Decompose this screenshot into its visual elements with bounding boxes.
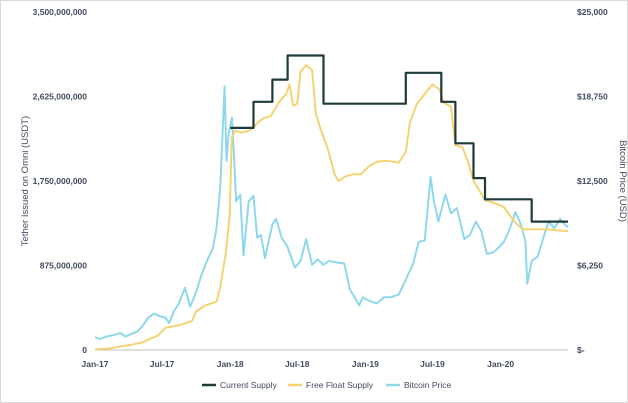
left-axis-title: Tether Issued on Omni (USDT) (20, 116, 31, 246)
x-tick-label: Jul-17 (150, 359, 175, 369)
right-axis-ticks: $- $6,250 $12,500 $18,750 $25,000 (577, 7, 608, 355)
left-axis-ticks: 0 875,000,000 1,750,000,000 2,625,000,000 3,… (33, 7, 88, 355)
legend-label-current-supply: Current Supply (220, 380, 277, 390)
right-tick-label: $6,250 (577, 261, 603, 271)
legend-label-free-float-supply: Free Float Supply (306, 380, 374, 390)
legend: Current Supply Free Float Supply Bitcoin P… (202, 380, 452, 390)
legend-label-bitcoin-price: Bitcoin Price (404, 380, 452, 390)
right-tick-label: $- (577, 345, 585, 355)
x-tick-label: Jan-17 (82, 359, 109, 369)
right-tick-label: $25,000 (577, 7, 608, 17)
x-tick-label: Jan-19 (352, 359, 379, 369)
right-tick-label: $18,750 (577, 92, 608, 102)
x-tick-label: Jul-19 (420, 359, 445, 369)
right-axis-title: Bitcoin Price (USD) (617, 140, 628, 222)
bitcoin-price-line (94, 85, 569, 340)
series-layer (94, 54, 569, 351)
left-tick-label: 2,625,000,000 (33, 92, 88, 102)
free-float-supply-line (94, 64, 569, 351)
left-tick-label: 0 (82, 345, 87, 355)
x-tick-label: Jan-20 (487, 359, 514, 369)
left-tick-label: 3,500,000,000 (33, 7, 88, 17)
x-tick-label: Jul-18 (285, 359, 310, 369)
left-tick-label: 1,750,000,000 (33, 176, 88, 186)
right-tick-label: $12,500 (577, 176, 608, 186)
current-supply-line (230, 54, 568, 223)
x-tick-label: Jan-18 (217, 359, 244, 369)
x-axis-ticks: Jan-17 Jul-17 Jan-18 Jul-18 Jan-19 Jul-19 Jan-… (82, 359, 515, 369)
left-tick-label: 875,000,000 (40, 261, 88, 271)
